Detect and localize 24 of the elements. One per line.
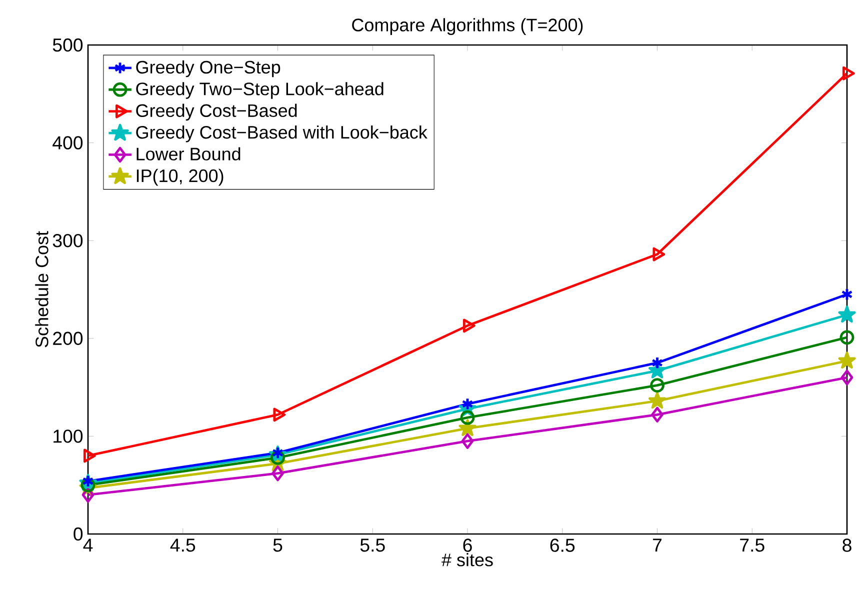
legend-label: Greedy One−Step	[136, 60, 280, 78]
legend-label: Greedy Cost−Based	[136, 104, 297, 121]
x-tick-label: 8	[842, 538, 852, 552]
y-tick-label: 400	[52, 136, 83, 150]
y-axis-title: Schedule Cost	[35, 231, 48, 348]
y-tick-label: 0	[74, 527, 83, 541]
x-tick-label: 6.5	[550, 538, 575, 552]
x-tick-label: 7.5	[740, 538, 764, 552]
y-tick-label: 100	[54, 430, 83, 443]
y-tick-label: 500	[52, 38, 83, 52]
legend-label: Greedy Cost−Based with Look−back	[136, 126, 428, 142]
legend-label: IP(10, 200)	[136, 168, 224, 186]
x-axis-title: # sites	[442, 553, 493, 566]
chart-title: Compare Algorithms (T=200)	[352, 18, 583, 35]
y-tick-label: 300	[52, 234, 83, 248]
x-tick-label: 6	[463, 538, 472, 552]
x-tick-label: 7	[653, 538, 662, 552]
x-tick-label: 5	[273, 538, 282, 552]
legend-label: Lower Bound	[136, 147, 240, 160]
x-tick-label: 4	[83, 538, 93, 552]
legend-label: Greedy Two−Step Look−ahead	[136, 82, 384, 99]
x-tick-label: 5.5	[360, 538, 385, 552]
x-tick-label: 4.5	[170, 538, 196, 552]
y-tick-label: 200	[53, 332, 83, 346]
